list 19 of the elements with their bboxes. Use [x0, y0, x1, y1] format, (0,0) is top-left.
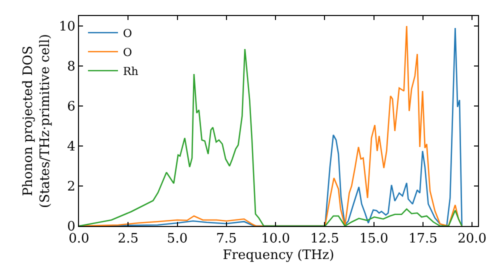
x-tick-label: 12.5 — [310, 232, 340, 247]
y-tick-label: 2 — [67, 180, 76, 195]
x-tick-label: 10.0 — [261, 232, 290, 247]
y-tick-label: 10 — [58, 20, 76, 35]
legend-label: O — [122, 46, 132, 59]
x-tick-label: 20.0 — [458, 232, 487, 247]
x-tick-label: 15.0 — [359, 232, 388, 247]
x-tick-label: 2.5 — [118, 232, 138, 247]
x-tick-label: 7.5 — [216, 232, 237, 247]
x-tick-label: 17.5 — [408, 232, 438, 247]
y-tick-label: 4 — [67, 140, 76, 155]
legend-label: O — [122, 26, 132, 40]
y-axis-title: Phonon projected DOS (States/THz·primitive cell) — [20, 34, 53, 208]
x-axis-title: Frequency (THz) — [222, 248, 334, 264]
legend-label: Rh — [122, 64, 138, 78]
x-tick-label: 5.0 — [166, 232, 188, 247]
y-tick-label: 8 — [67, 60, 76, 75]
y-tick-label: 6 — [67, 100, 76, 115]
x-tick-label: 0.0 — [68, 232, 90, 247]
